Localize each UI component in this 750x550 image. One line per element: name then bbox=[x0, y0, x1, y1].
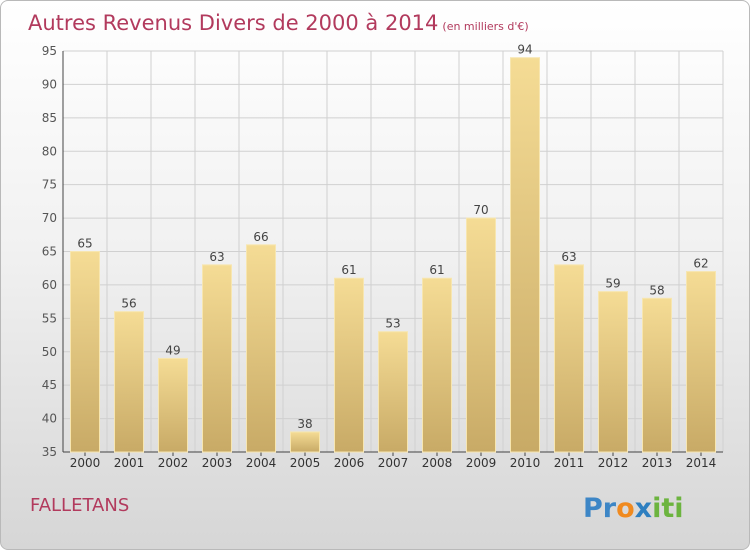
x-tick-label: 2006 bbox=[334, 456, 365, 470]
y-tick-label: 90 bbox=[42, 77, 57, 91]
data-label: 61 bbox=[429, 263, 444, 277]
bar-2013 bbox=[642, 297, 672, 453]
data-label: 38 bbox=[297, 417, 312, 431]
bar-2005 bbox=[290, 431, 320, 453]
x-tick-label: 2010 bbox=[510, 456, 541, 470]
bar-2001 bbox=[114, 311, 144, 453]
bar-2003 bbox=[202, 264, 232, 453]
commune-name: FALLETANS bbox=[30, 495, 130, 516]
bar-2004 bbox=[246, 244, 276, 453]
x-tick-label: 2005 bbox=[290, 456, 321, 470]
chart-subtitle: (en milliers d'€) bbox=[442, 20, 529, 33]
chart-title-text: Autres Revenus Divers de 2000 à 2014 bbox=[28, 11, 439, 35]
data-label: 59 bbox=[605, 277, 620, 291]
data-label: 63 bbox=[561, 250, 576, 264]
x-tick-label: 2002 bbox=[158, 456, 189, 470]
bar-2007 bbox=[378, 331, 408, 453]
x-tick-label: 2012 bbox=[598, 456, 629, 470]
y-tick-label: 75 bbox=[42, 178, 57, 192]
bar-2000 bbox=[70, 251, 100, 453]
y-tick-label: 40 bbox=[42, 412, 57, 426]
bar-2002 bbox=[158, 357, 188, 453]
x-tick-label: 2000 bbox=[70, 456, 101, 470]
y-tick-label: 85 bbox=[42, 111, 57, 125]
data-labels: 65 56 49 63 66 38 61 53 61 70 94 63 59 58 62 bbox=[77, 43, 708, 431]
x-tick-label: 2014 bbox=[686, 456, 717, 470]
bar-2006 bbox=[334, 277, 364, 453]
x-tick-label: 2008 bbox=[422, 456, 453, 470]
bar-2011 bbox=[554, 264, 584, 453]
data-label: 70 bbox=[473, 203, 488, 217]
x-tick-label: 2004 bbox=[246, 456, 277, 470]
logo-text: Proxiti bbox=[583, 493, 684, 524]
data-label: 66 bbox=[253, 230, 268, 244]
y-tick-label: 65 bbox=[42, 245, 57, 259]
data-label: 62 bbox=[693, 257, 708, 271]
data-label: 63 bbox=[209, 250, 224, 264]
chart-title: Autres Revenus Divers de 2000 à 2014 (en … bbox=[28, 11, 529, 35]
proxiti-logo: Proxiti bbox=[583, 493, 684, 524]
data-label: 58 bbox=[649, 283, 664, 297]
x-tick-label: 2007 bbox=[378, 456, 409, 470]
y-tick-label: 45 bbox=[42, 378, 57, 392]
bar-2014 bbox=[686, 271, 716, 453]
data-label: 65 bbox=[77, 237, 92, 251]
y-tick-label: 95 bbox=[42, 44, 57, 58]
x-tick-label: 2003 bbox=[202, 456, 233, 470]
x-tick-label: 2013 bbox=[642, 456, 673, 470]
bar-2009 bbox=[466, 217, 496, 453]
y-tick-label: 60 bbox=[42, 278, 57, 292]
bar-2008 bbox=[422, 277, 452, 453]
data-label: 94 bbox=[517, 43, 532, 57]
data-label: 61 bbox=[341, 263, 356, 277]
y-tick-label: 55 bbox=[42, 311, 57, 325]
x-tick-label: 2011 bbox=[554, 456, 585, 470]
bar-2010 bbox=[510, 57, 540, 453]
data-label: 56 bbox=[121, 297, 136, 311]
y-tick-label: 50 bbox=[42, 345, 57, 359]
x-tick-label: 2009 bbox=[466, 456, 497, 470]
axes: 35 40 45 50 55 60 65 70 75 80 85 90 95 2000 2001 2002 20… bbox=[42, 44, 723, 470]
x-tick-label: 2001 bbox=[114, 456, 145, 470]
y-tick-label: 35 bbox=[42, 445, 57, 459]
y-tick-label: 70 bbox=[42, 211, 57, 225]
bar-2012 bbox=[598, 291, 628, 453]
y-tick-label: 80 bbox=[42, 144, 57, 158]
data-label: 53 bbox=[385, 317, 400, 331]
data-label: 49 bbox=[165, 343, 180, 357]
bars bbox=[70, 57, 716, 453]
